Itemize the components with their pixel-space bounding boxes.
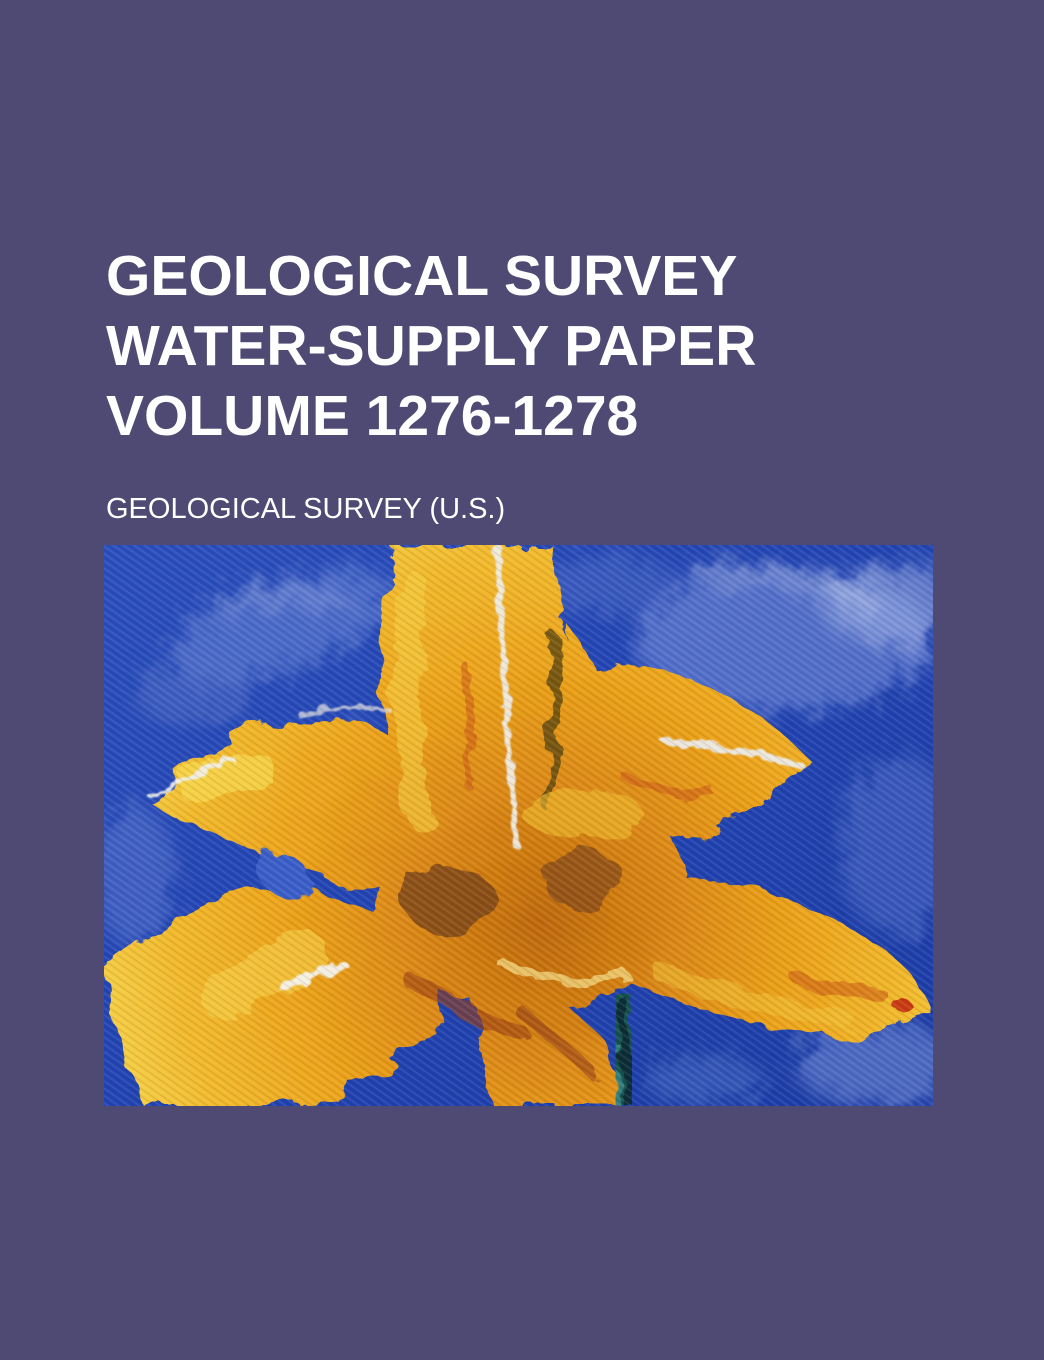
book-title: GEOLOGICAL SURVEY WATER-SUPPLY PAPER VOL… bbox=[106, 241, 756, 451]
title-line-2: WATER-SUPPLY PAPER bbox=[106, 314, 757, 378]
title-line-3: VOLUME 1276-1278 bbox=[106, 384, 639, 448]
title-line-1: GEOLOGICAL SURVEY bbox=[106, 244, 738, 308]
daylily-painting bbox=[104, 545, 933, 1106]
canvas-texture-overlay bbox=[104, 545, 933, 1106]
book-author: GEOLOGICAL SURVEY (U.S.) bbox=[106, 493, 506, 525]
cover-artwork bbox=[104, 545, 933, 1106]
